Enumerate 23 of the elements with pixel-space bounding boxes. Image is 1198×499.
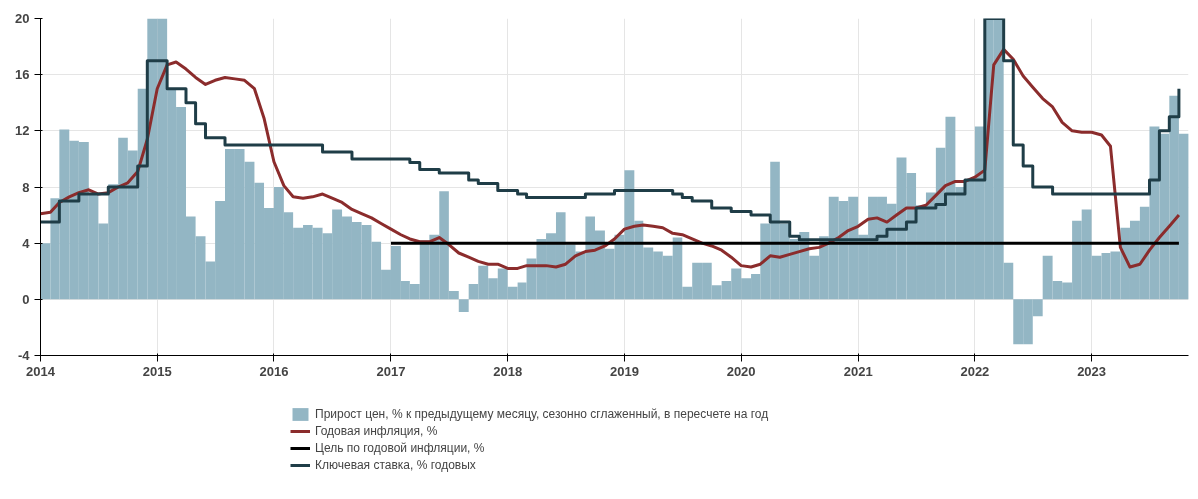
legend-label: Годовая инфляция, % [315, 423, 438, 439]
legend-label: Прирост цен, % к предыдущему месяцу, сезонно сглаженный, в пересчете на год [315, 406, 769, 422]
y-tick-label: 0 [22, 291, 30, 307]
y-tick-label: 12 [15, 123, 30, 139]
x-tick-label: 2023 [1077, 363, 1107, 379]
y-tick-label: 16 [15, 67, 30, 83]
bar [458, 299, 469, 312]
x-tick-label: 2016 [259, 363, 289, 379]
x-tick-label: 2014 [26, 363, 56, 379]
line-series [40, 47, 1181, 270]
x-tick-label: 2015 [142, 363, 172, 379]
y-tick-label: 4 [22, 235, 31, 251]
x-tick-label: 2017 [376, 363, 406, 379]
x-tick-label: 2022 [960, 363, 990, 379]
legend-label: Цель по годовой инфляции, % [315, 440, 485, 456]
y-tick-label: 20 [15, 11, 30, 26]
x-tick-label: 2019 [609, 363, 639, 379]
x-tick-label: 2021 [843, 363, 873, 379]
x-tick-label: 2020 [726, 363, 756, 379]
y-tick-label: 8 [22, 179, 30, 195]
legend-label: Ключевая ставка, % годовых [315, 457, 476, 473]
x-tick-label: 2018 [493, 363, 523, 379]
y-tick-label: -4 [17, 348, 31, 363]
